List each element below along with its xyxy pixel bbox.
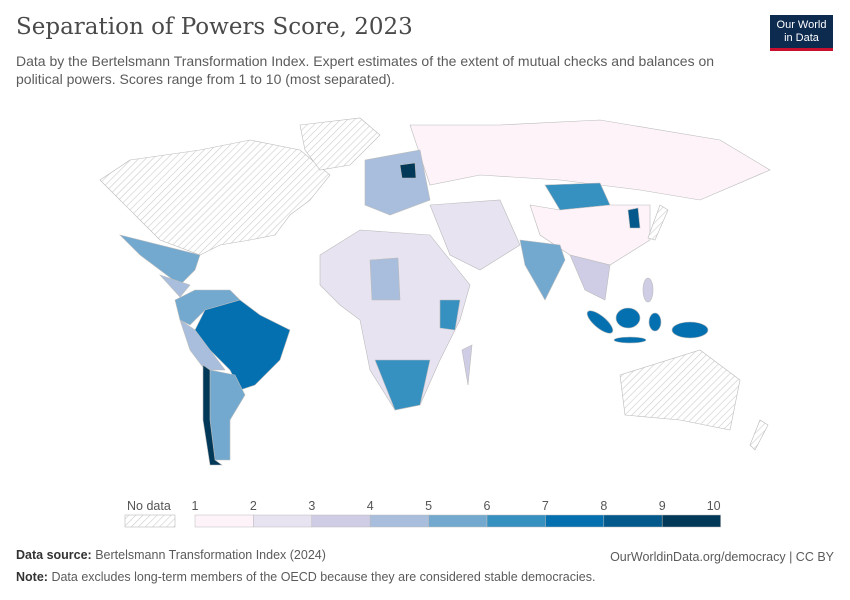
region-korea[interactable] [627,207,641,229]
note: Note: Data excludes long-term members of… [16,570,595,584]
legend-tick: 2 [250,499,257,513]
region-java[interactable] [613,336,647,344]
region-new-zealand[interactable] [749,419,769,451]
source-label: Data source: [16,548,92,562]
region-japan[interactable] [647,204,669,241]
legend-bin [311,514,371,528]
legend-tick: 7 [542,499,549,513]
region-india[interactable] [519,239,566,301]
region-greenland[interactable] [299,117,381,171]
legend-bin [369,514,429,528]
legend-tick: 3 [308,499,315,513]
legend-tick: 8 [600,499,607,513]
region-southeast-asia[interactable] [569,254,611,301]
data-source: Data source: Bertelsmann Transformation … [16,548,326,562]
region-sumatra[interactable] [584,307,616,337]
region-chile[interactable] [202,364,223,466]
note-label: Note: [16,570,48,584]
source-link[interactable]: OurWorldinData.org/democracy | CC BY [610,550,834,564]
source-text: Bertelsmann Transformation Index (2024) [95,548,326,562]
legend-tick: 5 [425,499,432,513]
region-australia[interactable] [619,349,741,431]
owid-logo[interactable]: Our World in Data [770,15,833,51]
region-papua[interactable] [671,321,709,339]
region-africa[interactable] [319,229,471,411]
region-peru-bolivia[interactable] [179,319,226,371]
legend-no-data-label: No data [127,499,171,513]
subtitle: Data by the Bertelsmann Transformation I… [16,53,715,87]
region-west-africa[interactable] [369,257,401,301]
legend-tick: 10 [707,499,721,513]
region-china[interactable] [529,204,651,266]
logo-line1: Our World [776,19,827,31]
region-europe[interactable] [364,149,431,216]
legend-no-data-swatch [124,514,176,528]
world-map [99,117,771,466]
region-central-america[interactable] [159,274,191,298]
legend-tick: 4 [367,499,374,513]
region-middle-east[interactable] [429,199,521,271]
region-east-africa[interactable] [439,299,461,331]
note-text: Data excludes long-term members of the O… [51,570,596,584]
legend-bin [428,514,488,528]
region-madagascar[interactable] [461,344,473,386]
logo-line2: in Data [784,32,819,44]
legend-tick: 1 [192,499,199,513]
legend-bin [545,514,605,528]
legend-bin [486,514,546,528]
region-philippines[interactable] [642,277,654,303]
legend-bin [253,514,313,528]
region-borneo[interactable] [615,307,641,329]
region-north-america[interactable] [99,139,331,256]
page-title: Separation of Powers Score, 2023 [16,14,413,40]
legend: No data 1 2 3 4 5 6 7 8 9 10 [124,499,721,528]
region-russia[interactable] [409,119,771,201]
legend-bin [194,514,254,528]
legend-bin [603,514,663,528]
region-southern-africa[interactable] [374,359,431,411]
legend-tick: 9 [659,499,666,513]
legend-bin [661,514,721,528]
region-baltics[interactable] [399,162,417,179]
region-sulawesi[interactable] [648,312,662,332]
legend-tick: 6 [484,499,491,513]
